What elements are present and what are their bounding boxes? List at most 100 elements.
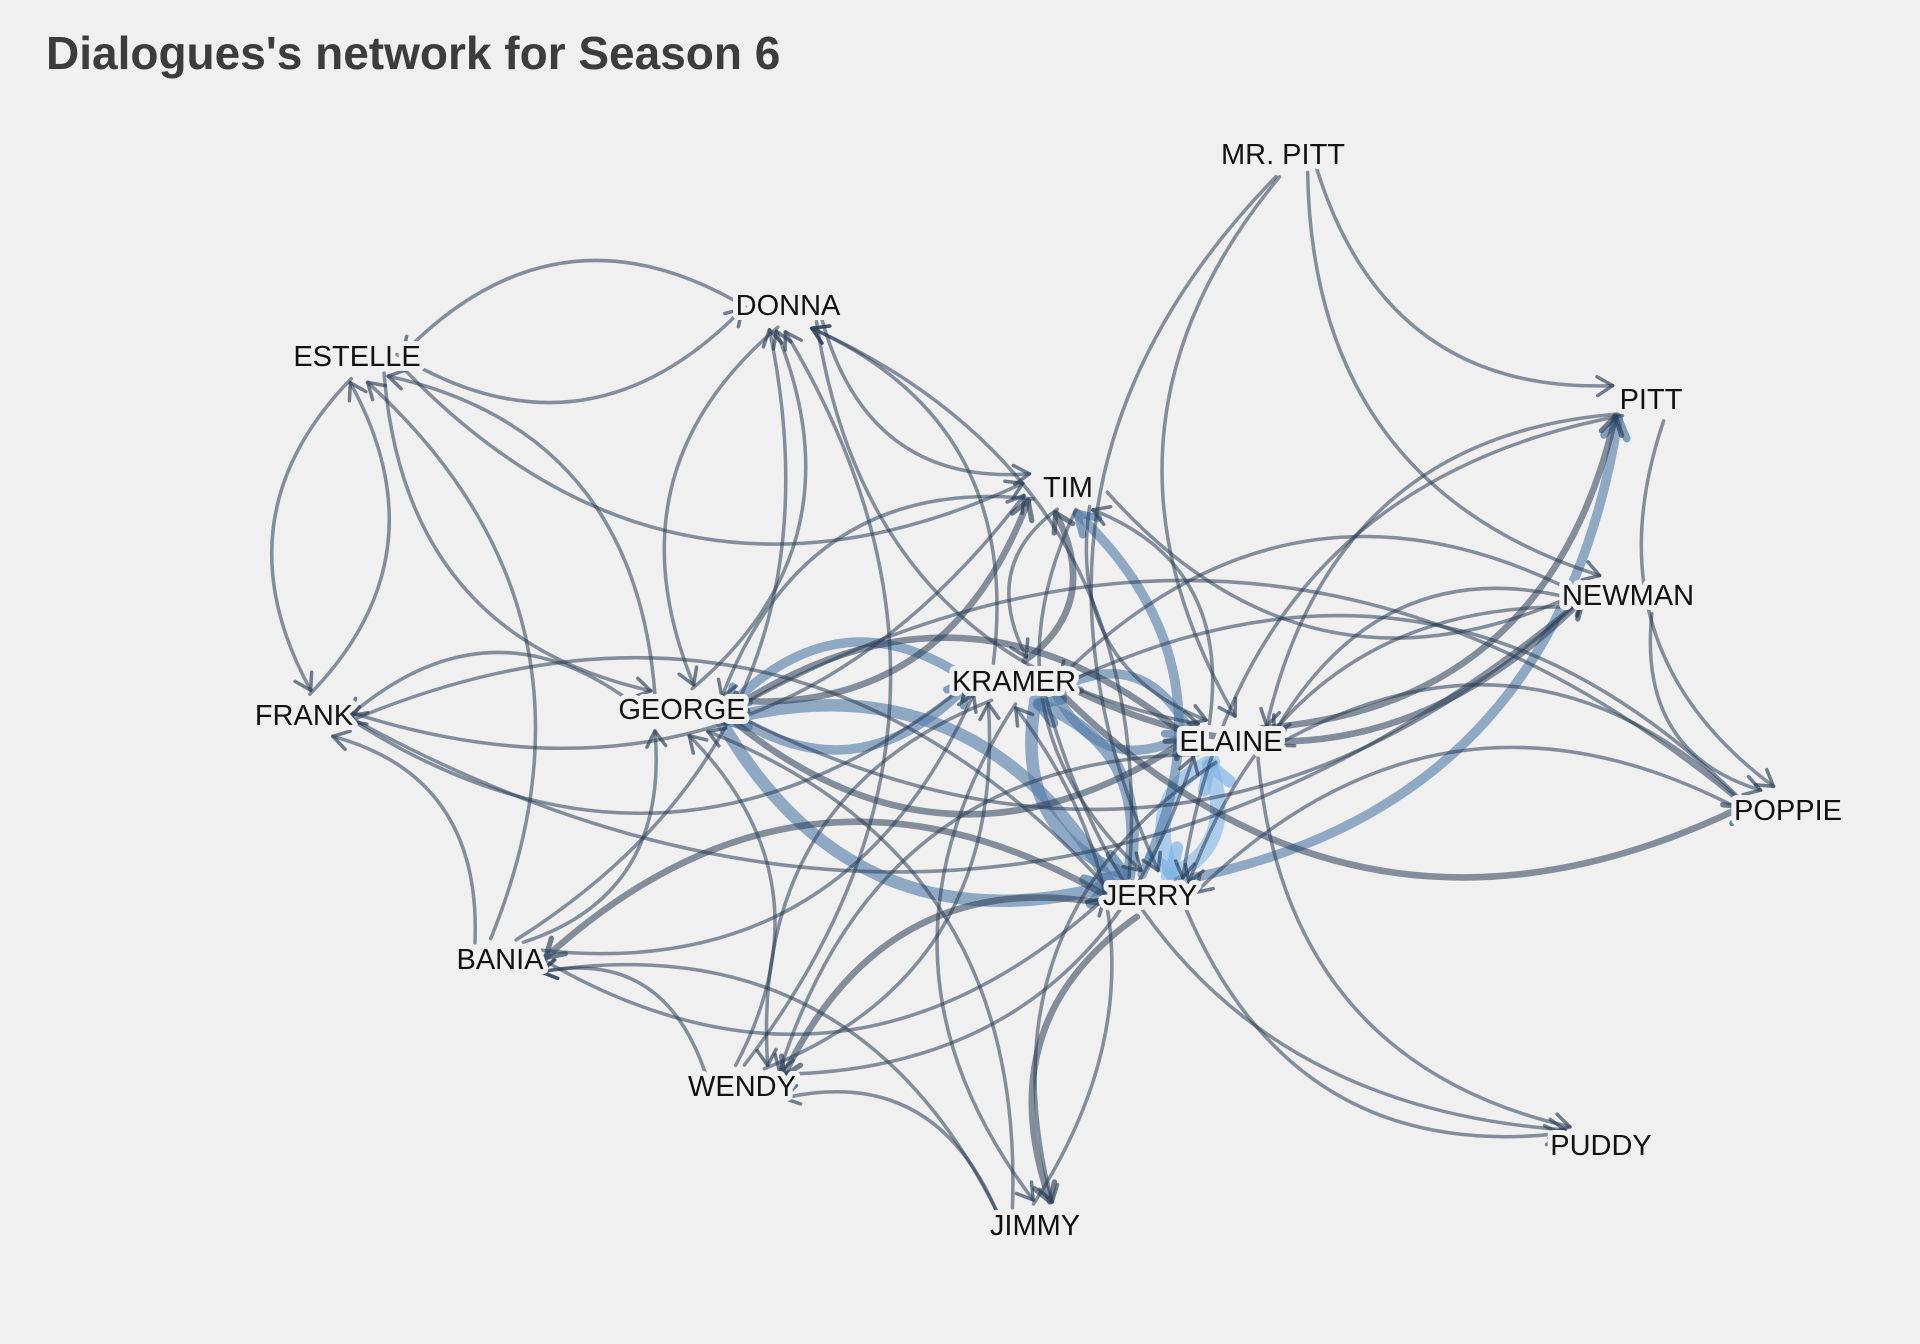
edge-jerry-to-jimmy	[1028, 913, 1141, 1205]
edge-pitt-to-jerry	[1180, 413, 1625, 880]
edge-donna-to-tim	[819, 316, 1032, 477]
node-newman: NEWMAN	[1562, 580, 1694, 612]
edge-newman-to-poppie	[1648, 611, 1763, 792]
edge-jerry-to-pitt	[1173, 413, 1624, 886]
arrowhead-tim-to-kramer	[1009, 637, 1030, 659]
arrowhead-wendy-to-kramer	[978, 701, 1001, 722]
edge-donna-to-estelle	[400, 258, 751, 356]
edge-bania-to-frank	[331, 734, 477, 945]
edge-estelle-to-frank	[270, 377, 353, 693]
node-wendy: WENDY	[688, 1071, 796, 1103]
nodes-layer: MR. PITT DONNA ESTELLE PITT TIM NEWMAN KRAMER G…	[250, 134, 1847, 1247]
edge-bania-to-donna	[514, 328, 788, 942]
arrowhead-kramer-to-jimmy	[1014, 1180, 1035, 1202]
page-title: Dialogues's network for Season 6	[46, 27, 781, 79]
arrowhead-tim-to-george	[716, 677, 738, 699]
edge-kramer-to-george	[723, 637, 979, 713]
arrowhead-mr-pitt-to-pitt	[1595, 375, 1615, 398]
arrowhead-jerry-to-frank	[347, 705, 369, 726]
node-poppie: POPPIE	[1734, 795, 1842, 827]
arrowhead-bania-to-frank	[331, 729, 352, 752]
arrowhead-wendy-to-elaine	[1178, 755, 1200, 777]
arrowhead-elaine-to-jimmy	[1037, 1182, 1060, 1204]
node-jimmy: JIMMY	[990, 1210, 1080, 1242]
edge-poppie-to-elaine	[1274, 683, 1751, 811]
edge-kramer-to-donna	[809, 326, 999, 665]
edge-tim-to-newman	[1105, 490, 1585, 640]
arrowhead-elaine-to-tim	[1091, 504, 1113, 526]
edge-newman-to-kramer	[1057, 534, 1591, 681]
edge-frank-to-tim	[340, 493, 1026, 751]
arrowhead-george-to-tim	[1009, 498, 1035, 524]
node-jerry: JERRY	[1103, 880, 1198, 912]
edge-jerry-to-bania	[542, 818, 1114, 961]
edge-newman-to-elaine	[1272, 586, 1593, 735]
arrowhead-jerry-to-bania	[543, 935, 569, 961]
edge-newman-to-jerry	[1187, 605, 1596, 884]
edge-jerry-to-wendy	[780, 894, 1118, 1080]
edge-donna-to-elaine	[814, 319, 1200, 726]
edge-elaine-to-puddy	[1256, 756, 1572, 1129]
edge-jerry-to-george	[718, 698, 1120, 895]
edge-george-to-kramer	[717, 679, 973, 755]
arrowhead-poppie-to-jerry	[1193, 873, 1215, 895]
arrowhead-jimmy-to-george	[706, 726, 728, 748]
arrowhead-estelle-to-frank	[293, 670, 314, 693]
arrowhead-jimmy-to-kramer	[1014, 706, 1035, 728]
edge-elaine-to-jimmy	[1033, 760, 1218, 1204]
arrowhead-george-to-estelle	[386, 368, 407, 391]
edge-elaine-to-wendy	[777, 752, 1201, 1074]
arrowhead-frank-to-kramer	[948, 681, 970, 702]
arrowhead-estelle-to-george	[632, 676, 653, 699]
node-pitt: PITT	[1620, 384, 1683, 416]
arrowhead-pitt-to-jerry	[1174, 859, 1197, 880]
edge-jerry-to-puddy	[1183, 904, 1563, 1139]
arrowhead-tim-to-newman	[1563, 587, 1585, 608]
edge-estelle-to-george	[382, 371, 653, 693]
arrowhead-poppie-to-elaine	[1274, 727, 1297, 748]
arrowhead-poppie-to-george	[726, 694, 748, 715]
edge-kramer-to-puddy	[1043, 693, 1567, 1132]
edge-kramer-to-jimmy	[935, 702, 1035, 1202]
arrowhead-george-to-elaine	[1162, 737, 1188, 762]
edge-wendy-to-george	[687, 733, 777, 1068]
node-frank: FRANK	[255, 700, 354, 732]
edge-jimmy-to-kramer	[1014, 706, 1114, 1206]
arrowhead-kramer-to-poppie	[1720, 802, 1746, 827]
arrowhead-newman-to-poppie	[1741, 774, 1763, 797]
edge-mr-pitt-to-newman	[1305, 170, 1602, 578]
edge-jerry-to-tim	[1072, 508, 1184, 880]
arrowhead-newman-to-kramer	[1057, 659, 1079, 681]
node-bania: BANIA	[456, 944, 544, 976]
arrowhead-wendy-to-george	[687, 733, 709, 755]
edge-elaine-to-tim	[1091, 508, 1215, 726]
edge-jimmy-to-george	[706, 729, 1015, 1210]
arrowhead-donna-to-estelle	[400, 334, 422, 356]
edge-frank-to-kramer	[342, 681, 970, 815]
node-estelle: ESTELLE	[293, 341, 420, 373]
edge-george-to-newman	[719, 597, 1585, 812]
edge-george-to-tim	[713, 497, 1032, 705]
edge-tim-to-george	[720, 494, 1036, 699]
edge-wendy-to-donna	[742, 330, 893, 1067]
edge-wendy-to-bania	[538, 966, 709, 1079]
arrowhead-jerry-to-donna	[810, 324, 832, 345]
edge-wendy-to-kramer	[762, 701, 992, 1071]
arrowhead-jimmy-to-wendy	[781, 1083, 803, 1106]
arrowhead-mr-pitt-to-newman	[1580, 560, 1602, 582]
arrowhead-mr-pitt-to-elaine	[1217, 696, 1238, 718]
node-elaine: ELAINE	[1179, 726, 1282, 758]
arrowhead-pitt-to-poppie	[1753, 767, 1776, 789]
edge-poppie-to-kramer	[1057, 613, 1751, 810]
edge-george-to-elaine	[718, 708, 1189, 818]
edge-george-to-estelle	[386, 374, 657, 696]
edge-kramer-to-poppie	[1050, 682, 1746, 881]
node-kramer: KRAMER	[952, 666, 1076, 698]
edge-jerry-to-donna	[810, 326, 1134, 879]
arrowhead-jerry-to-puddy	[1542, 1124, 1563, 1147]
node-tim: TIM	[1043, 472, 1093, 504]
edge-donna-to-george	[662, 325, 780, 687]
edge-poppie-to-george	[726, 578, 1750, 811]
arrowhead-bania-to-george	[645, 729, 668, 749]
